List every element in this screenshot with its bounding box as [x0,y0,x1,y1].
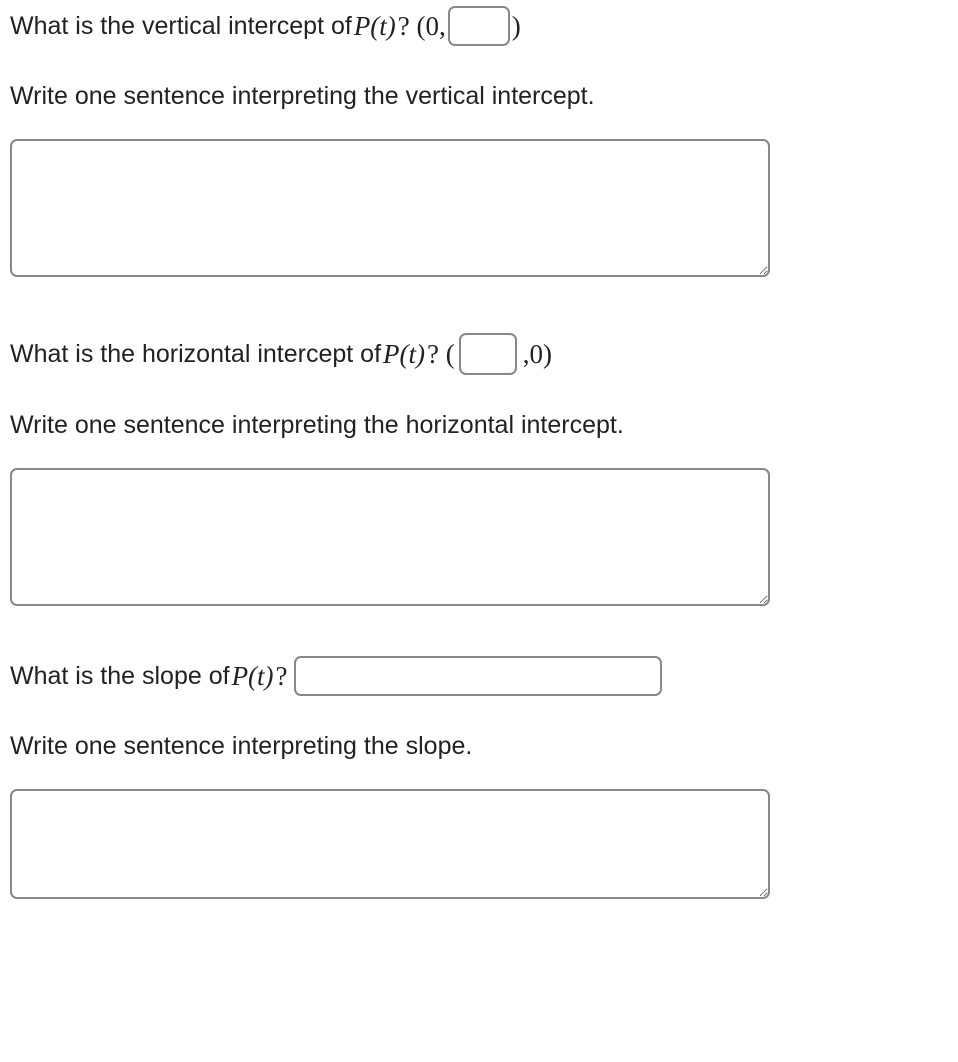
vertical-intercept-interpretation[interactable] [10,139,770,277]
horizontal-intercept-input[interactable] [459,333,517,375]
q1-interpret-prompt: Write one sentence interpreting the vert… [10,82,948,111]
q3-interpret-text: Write one sentence interpreting the slop… [10,732,472,761]
q1-prefix: What is the vertical intercept of [10,12,352,41]
vertical-intercept-question: What is the vertical intercept of P(t) ?… [10,6,948,46]
slope-interpretation[interactable] [10,789,770,899]
q1-function: P(t) [352,11,398,42]
q3-prefix: What is the slope of [10,662,230,691]
q2-close: ,0) [523,339,552,370]
horizontal-intercept-question: What is the horizontal intercept of P(t)… [10,333,948,375]
q1-after: ? (0, [398,11,446,42]
q2-function: P(t) [381,339,427,370]
horizontal-intercept-interpretation[interactable] [10,468,770,606]
slope-question: What is the slope of P(t) ? [10,656,948,696]
q2-after: ? ( [427,339,455,370]
vertical-intercept-input[interactable] [448,6,510,46]
q2-interpret-text: Write one sentence interpreting the hori… [10,411,624,440]
q3-interpret-prompt: Write one sentence interpreting the slop… [10,732,948,761]
q2-prefix: What is the horizontal intercept of [10,340,381,369]
q3-function: P(t) [230,661,276,692]
q1-interpret-text: Write one sentence interpreting the vert… [10,82,595,111]
q3-after: ? [276,661,288,692]
q1-close: ) [512,11,521,42]
q2-interpret-prompt: Write one sentence interpreting the hori… [10,411,948,440]
slope-input[interactable] [294,656,662,696]
